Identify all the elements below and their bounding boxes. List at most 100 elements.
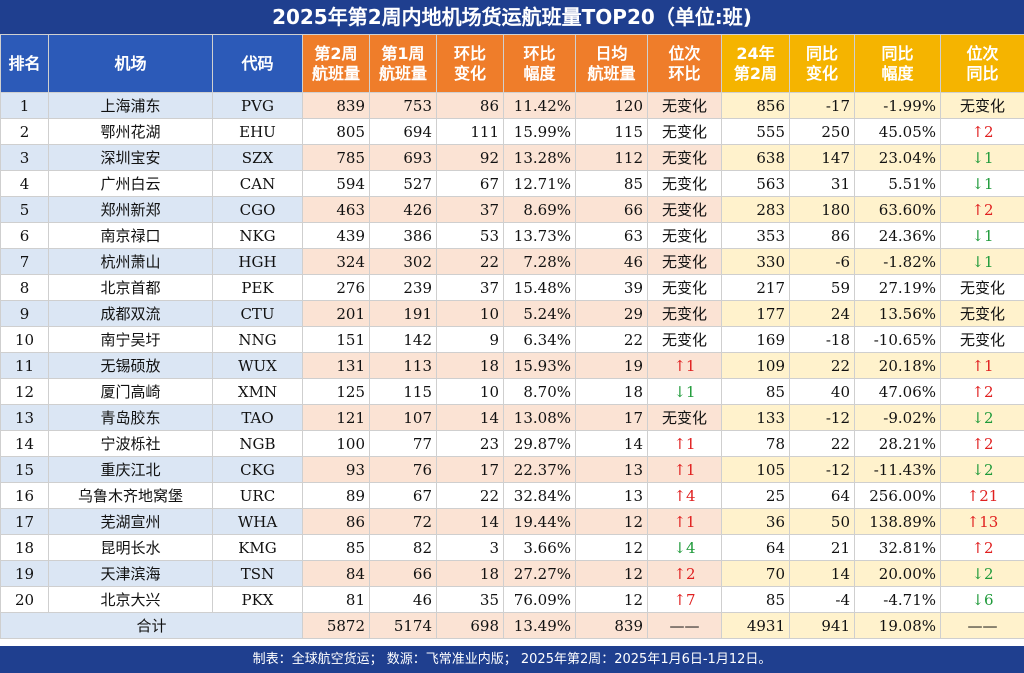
cell-airport: 青岛胶东 — [48, 404, 213, 431]
cell-ly-week2: 25 — [721, 482, 790, 509]
cell-code: PKX — [212, 586, 303, 613]
cell-airport: 郑州新郑 — [48, 196, 213, 223]
cell-code: XMN — [212, 378, 303, 405]
cell-rank: 16 — [0, 482, 49, 509]
cell-ly-week2: 330 — [721, 248, 790, 275]
cell-week2: 201 — [302, 300, 370, 327]
cell-yoy-change: 86 — [789, 222, 855, 249]
cell-rank-wow: ↓1 — [647, 378, 722, 405]
cell-rank: 4 — [0, 170, 49, 197]
cell-rank-yoy: ↓2 — [940, 560, 1024, 587]
table-row: 19 天津滨海 TSN 84 66 18 27.27% 12 ↑2 70 14 20.00% ↓2 — [0, 560, 1024, 587]
cell-wow-change: 23 — [436, 430, 504, 457]
cell-wow-change: 10 — [436, 300, 504, 327]
cell-yoy-change: -6 — [789, 248, 855, 275]
cell-daily: 12 — [575, 586, 648, 613]
cell-rank-wow: ↓4 — [647, 534, 722, 561]
cell-ly-week2: 85 — [721, 378, 790, 405]
cell-rank-wow: 无变化 — [647, 196, 722, 223]
cell-week2: 125 — [302, 378, 370, 405]
cell-yoy-pct: -10.65% — [854, 326, 941, 353]
cell-wow-pct: 11.42% — [503, 92, 576, 119]
cell-daily: 85 — [575, 170, 648, 197]
cell-airport: 天津滨海 — [48, 560, 213, 587]
cell-rank-yoy: 无变化 — [940, 326, 1024, 353]
table-row: 16 乌鲁木齐地窝堡 URC 89 67 22 32.84% 13 ↑4 25 64 256.00% ↑… — [0, 482, 1024, 509]
cell-rank: 6 — [0, 222, 49, 249]
cell-wow-change: 53 — [436, 222, 504, 249]
cell-airport: 南京禄口 — [48, 222, 213, 249]
cell-ly-week2: 109 — [721, 352, 790, 379]
cell-yoy-pct: 13.56% — [854, 300, 941, 327]
cell-rank-yoy: ↓2 — [940, 456, 1024, 483]
cell-yoy-change: 64 — [789, 482, 855, 509]
col-header-rank: 排名 — [0, 34, 49, 93]
cell-airport: 宁波栎社 — [48, 430, 213, 457]
col-header-wow-pct: 环比 幅度 — [503, 34, 576, 93]
cell-yoy-pct: 256.00% — [854, 482, 941, 509]
cell-code: PEK — [212, 274, 303, 301]
cell-ly-week2: 133 — [721, 404, 790, 431]
cell-daily: 14 — [575, 430, 648, 457]
cell-week2: 594 — [302, 170, 370, 197]
cell-yoy-pct: -4.71% — [854, 586, 941, 613]
cell-rank-wow: ↑4 — [647, 482, 722, 509]
cell-daily: 13 — [575, 482, 648, 509]
cell-rank: 12 — [0, 378, 49, 405]
table-row: 10 南宁吴圩 NNG 151 142 9 6.34% 22 无变化 169 -18 -10.65% 无… — [0, 326, 1024, 353]
cell-airport: 成都双流 — [48, 300, 213, 327]
cell-wow-change: 9 — [436, 326, 504, 353]
cell-rank: 18 — [0, 534, 49, 561]
cell-week1: 115 — [369, 378, 437, 405]
cell-code: CGO — [212, 196, 303, 223]
col-header-rank-wow: 位次 环比 — [647, 34, 722, 93]
cell-rank: 13 — [0, 404, 49, 431]
cell-yoy-change: -17 — [789, 92, 855, 119]
cell-wow-change: 37 — [436, 274, 504, 301]
cell-rank: 3 — [0, 144, 49, 171]
total-cell-yoy-change: 941 — [789, 612, 855, 639]
cell-code: CAN — [212, 170, 303, 197]
cell-yoy-change: 22 — [789, 430, 855, 457]
total-cell-wow-change: 698 — [436, 612, 504, 639]
cell-code: NGB — [212, 430, 303, 457]
cell-rank-yoy: ↑2 — [940, 378, 1024, 405]
cell-airport: 重庆江北 — [48, 456, 213, 483]
cell-yoy-pct: -1.82% — [854, 248, 941, 275]
cell-wow-pct: 15.93% — [503, 352, 576, 379]
cell-week1: 693 — [369, 144, 437, 171]
col-header-week2: 第2周 航班量 — [302, 34, 370, 93]
table-row: 15 重庆江北 CKG 93 76 17 22.37% 13 ↑1 105 -12 -11.43% ↓2 — [0, 456, 1024, 483]
cell-yoy-change: -12 — [789, 404, 855, 431]
table-row: 12 厦门高崎 XMN 125 115 10 8.70% 18 ↓1 85 40 47.06% ↑2 — [0, 378, 1024, 405]
cell-rank-wow: 无变化 — [647, 404, 722, 431]
cell-yoy-pct: 20.00% — [854, 560, 941, 587]
cell-ly-week2: 563 — [721, 170, 790, 197]
cell-rank-wow: 无变化 — [647, 222, 722, 249]
table-row: 9 成都双流 CTU 201 191 10 5.24% 29 无变化 177 24 13.56% 无变化 — [0, 300, 1024, 327]
cell-wow-change: 92 — [436, 144, 504, 171]
cell-rank-wow: ↑1 — [647, 352, 722, 379]
cell-rank-wow: 无变化 — [647, 300, 722, 327]
cell-daily: 46 — [575, 248, 648, 275]
cell-ly-week2: 169 — [721, 326, 790, 353]
cell-week2: 805 — [302, 118, 370, 145]
cell-yoy-pct: 32.81% — [854, 534, 941, 561]
cell-yoy-pct: 24.36% — [854, 222, 941, 249]
cell-week2: 85 — [302, 534, 370, 561]
cell-airport: 北京首都 — [48, 274, 213, 301]
cargo-flights-table: 排名 机场 代码 第2周 航班量 第1周 航班量 环比 变化 环比 幅度 日均 航班量 位… — [0, 34, 1024, 639]
cell-ly-week2: 70 — [721, 560, 790, 587]
cell-wow-change: 17 — [436, 456, 504, 483]
cell-yoy-pct: 5.51% — [854, 170, 941, 197]
cell-wow-change: 18 — [436, 352, 504, 379]
cell-wow-change: 14 — [436, 404, 504, 431]
cell-wow-pct: 8.70% — [503, 378, 576, 405]
cell-ly-week2: 353 — [721, 222, 790, 249]
cell-daily: 112 — [575, 144, 648, 171]
cell-week1: 113 — [369, 352, 437, 379]
cell-ly-week2: 638 — [721, 144, 790, 171]
cell-airport: 鄂州花湖 — [48, 118, 213, 145]
cell-yoy-pct: 20.18% — [854, 352, 941, 379]
